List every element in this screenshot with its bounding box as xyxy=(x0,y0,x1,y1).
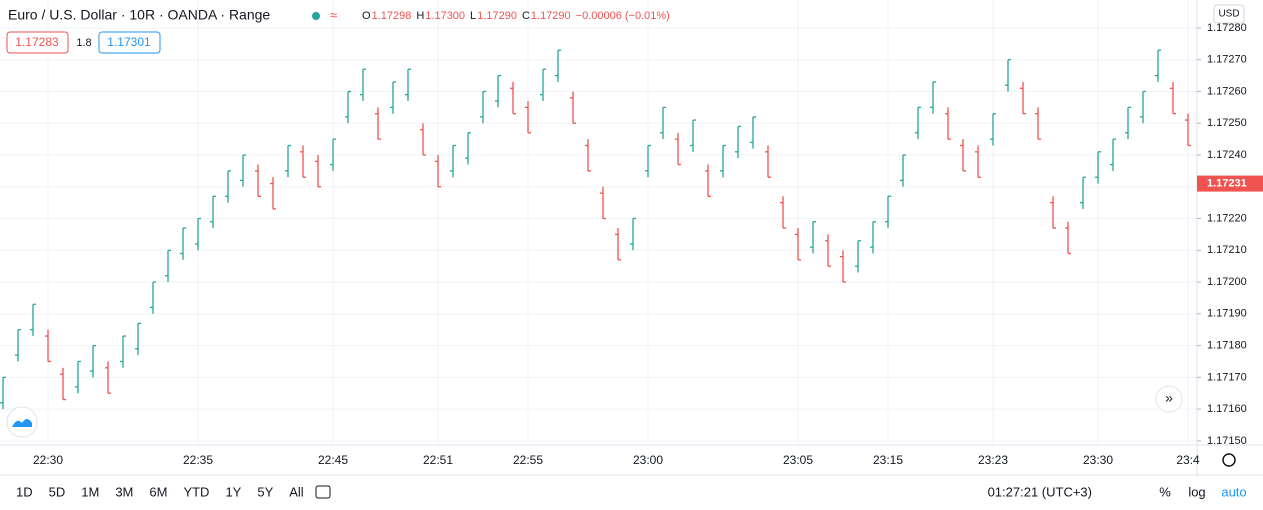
toolbar: 1D 5D 1M 3M 6M YTD 1Y 5Y All xyxy=(16,484,304,499)
auto-toggle[interactable]: auto xyxy=(1221,484,1246,499)
range-button[interactable]: 6M xyxy=(149,484,167,499)
ohlc-letter: H xyxy=(416,10,424,22)
current-price-box xyxy=(1197,175,1263,192)
settings-icon[interactable] xyxy=(1222,453,1236,467)
ask-box[interactable] xyxy=(98,31,161,54)
current-price-label: 1.17231 xyxy=(1207,177,1247,189)
x-tick-label: 22:51 xyxy=(423,453,453,467)
time-axis: 22:30 22:35 22:45 22:51 22:55 23:00 23:05 23:15… xyxy=(33,453,1200,467)
grid xyxy=(0,0,1197,445)
logo-badge[interactable] xyxy=(6,406,38,438)
range-button[interactable]: 3M xyxy=(115,484,133,499)
y-tick-label: 1.17220 xyxy=(1207,212,1247,224)
spread: 1.8 xyxy=(76,37,91,49)
status-icon: ≈ xyxy=(330,7,337,22)
price-axis: 1.17150 1.17160 1.17170 1.17180 1.17190 1.172… xyxy=(1197,22,1263,447)
y-tick-label: 1.17250 xyxy=(1207,117,1247,129)
log-toggle[interactable]: log xyxy=(1188,484,1205,499)
x-tick-label: 22:45 xyxy=(318,453,348,467)
y-tick-label: 1.17180 xyxy=(1207,339,1247,351)
scroll-icon[interactable]: » xyxy=(1165,390,1173,406)
y-tick-label: 1.17200 xyxy=(1207,276,1247,288)
y-tick-label: 1.17190 xyxy=(1207,308,1247,320)
x-tick-label: 22:30 xyxy=(33,453,63,467)
ohlc-letter: L xyxy=(470,10,476,22)
x-tick-label: 23:00 xyxy=(633,453,663,467)
ohlc-letter: O xyxy=(362,10,371,22)
x-tick-label: 23:23 xyxy=(978,453,1008,467)
scroll-button[interactable] xyxy=(1155,385,1183,413)
ohlc-change: −0.00006 (−0.01%) xyxy=(576,10,670,22)
ohlc-value: 1.17290 xyxy=(477,10,517,22)
bars xyxy=(0,49,1191,410)
range-button[interactable]: 1Y xyxy=(225,484,241,499)
logo xyxy=(12,419,32,427)
currency-box[interactable] xyxy=(1213,4,1245,24)
y-tick-label: 1.17270 xyxy=(1207,54,1247,66)
range-button[interactable]: YTD xyxy=(183,484,209,499)
x-tick-label: 23:30 xyxy=(1083,453,1113,467)
status-dot xyxy=(312,12,320,20)
ohlc-value: 1.17290 xyxy=(531,10,571,22)
symbol-title: Euro / U.S. Dollar · 10R · OANDA · Range xyxy=(8,7,270,23)
clock: 01:27:21 (UTC+3) xyxy=(988,484,1092,499)
y-tick-label: 1.17280 xyxy=(1207,22,1247,34)
range-button[interactable]: 1D xyxy=(16,484,33,499)
bid-box[interactable] xyxy=(6,31,69,54)
ohlc-value: 1.17298 xyxy=(372,10,412,22)
y-tick-label: 1.17160 xyxy=(1207,403,1247,415)
y-tick-label: 1.17210 xyxy=(1207,244,1247,256)
percent-toggle[interactable]: % xyxy=(1159,484,1171,499)
x-tick-label: 23:4 xyxy=(1176,453,1200,467)
y-tick-label: 1.17150 xyxy=(1207,435,1247,447)
ohlc-letter: C xyxy=(522,10,530,22)
currency[interactable]: USD xyxy=(1218,9,1239,20)
range-button[interactable]: All xyxy=(289,484,304,499)
ask[interactable]: 1.17301 xyxy=(107,35,151,49)
date-range-icon[interactable] xyxy=(315,485,331,499)
x-tick-label: 22:55 xyxy=(513,453,543,467)
ohlc-value: 1.17300 xyxy=(425,10,465,22)
y-tick-label: 1.17260 xyxy=(1207,85,1247,97)
range-button[interactable]: 1M xyxy=(81,484,99,499)
ohlc-legend: O 1.17298 H 1.17300 L 1.17290 C 1.17290 −0.00006… xyxy=(362,10,670,22)
y-tick-label: 1.17240 xyxy=(1207,149,1247,161)
range-button[interactable]: 5D xyxy=(49,484,66,499)
bid[interactable]: 1.17283 xyxy=(15,35,59,49)
x-tick-label: 23:05 xyxy=(783,453,813,467)
x-tick-label: 23:15 xyxy=(873,453,903,467)
y-tick-label: 1.17170 xyxy=(1207,371,1247,383)
x-tick-label: 22:35 xyxy=(183,453,213,467)
range-button[interactable]: 5Y xyxy=(257,484,273,499)
